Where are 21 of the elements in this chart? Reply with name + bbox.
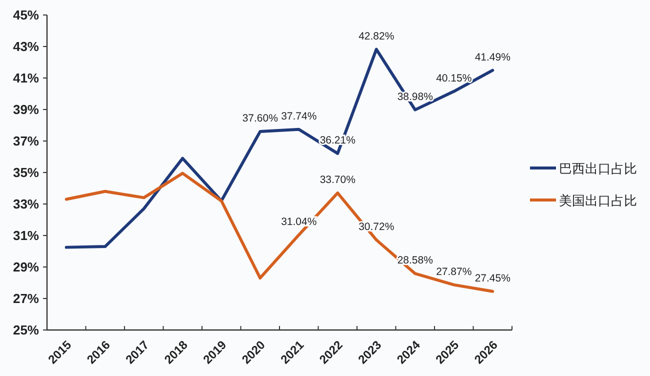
y-tick-label: 39% [12, 102, 40, 117]
y-tick-label: 25% [12, 322, 40, 338]
data-label: 37.60% [242, 112, 278, 125]
data-label: 27.87% [436, 266, 472, 278]
legend-label: 巴西出口占比 [559, 161, 637, 176]
y-tick-label: 33% [12, 196, 40, 212]
y-tick-label: 27% [12, 291, 40, 306]
data-label: 40.15% [436, 72, 472, 84]
y-tick-label: 31% [12, 228, 40, 243]
y-tick-label: 37% [12, 134, 40, 148]
data-label: 27.45% [474, 272, 510, 284]
y-tick-label: 45% [12, 8, 40, 22]
data-label: 37.74% [281, 110, 317, 122]
data-label: 33.70% [320, 174, 356, 186]
data-label: 42.82% [358, 30, 394, 42]
y-tick-label: 29% [12, 260, 40, 274]
y-tick-label: 43% [12, 39, 40, 54]
y-tick-label: 35% [12, 165, 40, 180]
y-tick-label: 41% [12, 70, 40, 86]
legend-label: 美国出口占比 [559, 193, 637, 208]
data-label: 41.49% [474, 51, 510, 64]
